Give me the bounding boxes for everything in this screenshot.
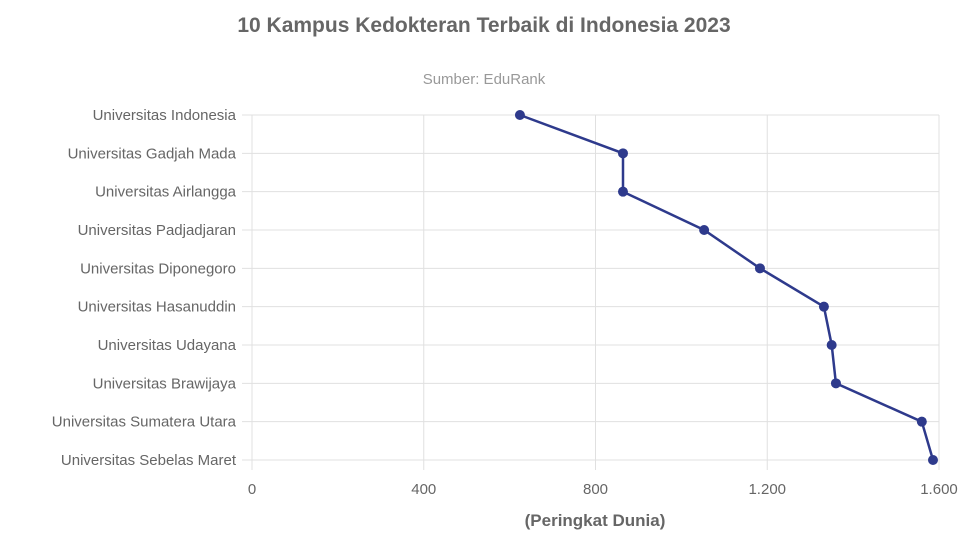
- data-point[interactable]: [818, 301, 829, 312]
- data-point[interactable]: [826, 340, 837, 350]
- x-tick-label: 800: [583, 481, 608, 498]
- data-point[interactable]: [617, 186, 628, 197]
- y-tick-label: Universitas Diponegoro: [80, 260, 236, 277]
- y-tick-label: Universitas Sebelas Maret: [61, 452, 237, 469]
- data-point[interactable]: [699, 225, 710, 235]
- chart-title: 10 Kampus Kedokteran Terbaik di Indonesi…: [237, 14, 731, 37]
- y-tick-label: Universitas Brawijaya: [93, 375, 237, 392]
- data-point[interactable]: [754, 263, 765, 274]
- data-point[interactable]: [927, 455, 938, 465]
- x-tick-label: 0: [248, 481, 256, 498]
- x-axis-labels: 0 400 800 1.200 1.600: [248, 481, 958, 498]
- data-point[interactable]: [916, 416, 927, 427]
- x-tick-label: 1.600: [920, 481, 958, 498]
- y-tick-label: Universitas Padjadjaran: [78, 222, 236, 239]
- data-point[interactable]: [617, 148, 628, 159]
- y-axis-labels: Universitas Indonesia Universitas Gadjah …: [52, 107, 237, 469]
- series-line: [519, 113, 935, 461]
- y-tick-label: Universitas Udayana: [98, 337, 237, 354]
- x-tick-label: 1.200: [748, 481, 786, 498]
- chart-subtitle: Sumber: EduRank: [422, 71, 546, 88]
- data-series: [514, 110, 938, 465]
- x-tick-label: 400: [411, 481, 436, 498]
- y-tick-label: Universitas Indonesia: [93, 107, 237, 124]
- y-tick-label: Universitas Hasanuddin: [78, 299, 236, 316]
- data-point[interactable]: [830, 378, 841, 389]
- x-axis-title: (Peringkat Dunia): [524, 511, 666, 530]
- gridlines: [242, 114, 940, 470]
- y-tick-label: Universitas Airlangga: [95, 184, 237, 201]
- y-tick-label: Universitas Sumatera Utara: [52, 414, 237, 431]
- y-tick-label: Universitas Gadjah Mada: [68, 145, 237, 162]
- data-point[interactable]: [514, 110, 525, 120]
